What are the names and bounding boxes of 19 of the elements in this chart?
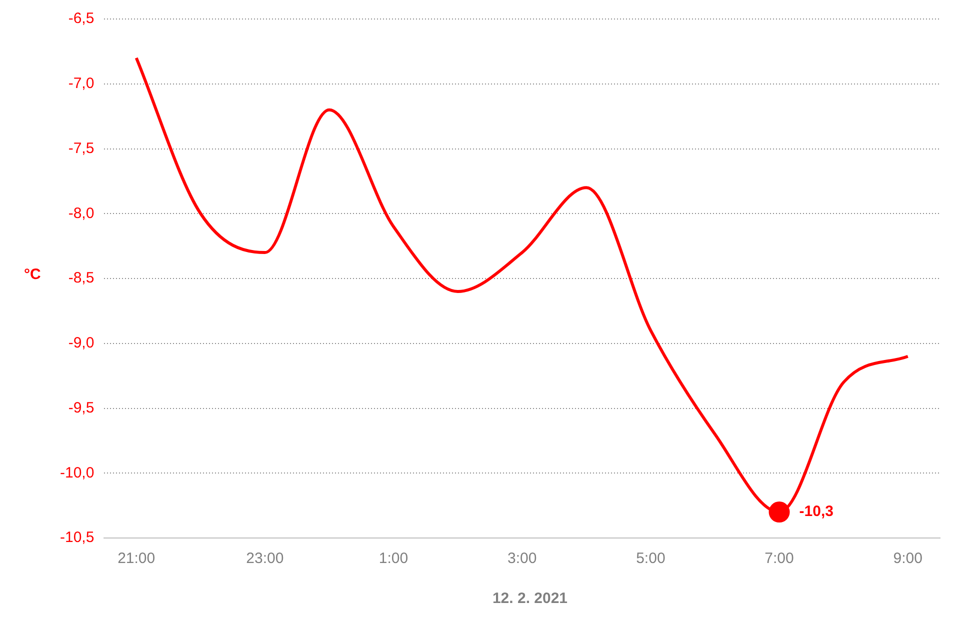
x-tick-label: 23:00 xyxy=(246,550,284,568)
y-tick-label: -8,0 xyxy=(68,204,94,222)
x-tick-label: 3:00 xyxy=(507,550,537,568)
y-tick-label: -8,5 xyxy=(68,270,94,287)
x-axis-title: 12. 2. 2021 xyxy=(491,590,569,607)
x-tick-label: 5:00 xyxy=(636,550,666,568)
y-tick-label: -9,5 xyxy=(68,399,94,416)
y-tick-label: -7,0 xyxy=(68,75,94,92)
x-tick-label: 1:00 xyxy=(378,550,408,568)
x-tick-label: 7:00 xyxy=(764,550,794,568)
y-tick-label: -6,5 xyxy=(68,10,94,28)
y-tick-label: -10,5 xyxy=(60,529,94,546)
y-tick-label: -10,0 xyxy=(60,464,94,482)
x-tick-label: 21:00 xyxy=(118,550,156,568)
y-axis-title: °C xyxy=(24,266,41,283)
data-label: -10,3 xyxy=(799,503,834,520)
y-tick-label: -9,0 xyxy=(68,334,94,352)
y-tick-label: -7,5 xyxy=(68,140,94,157)
x-tick-label: 9:00 xyxy=(893,550,922,568)
